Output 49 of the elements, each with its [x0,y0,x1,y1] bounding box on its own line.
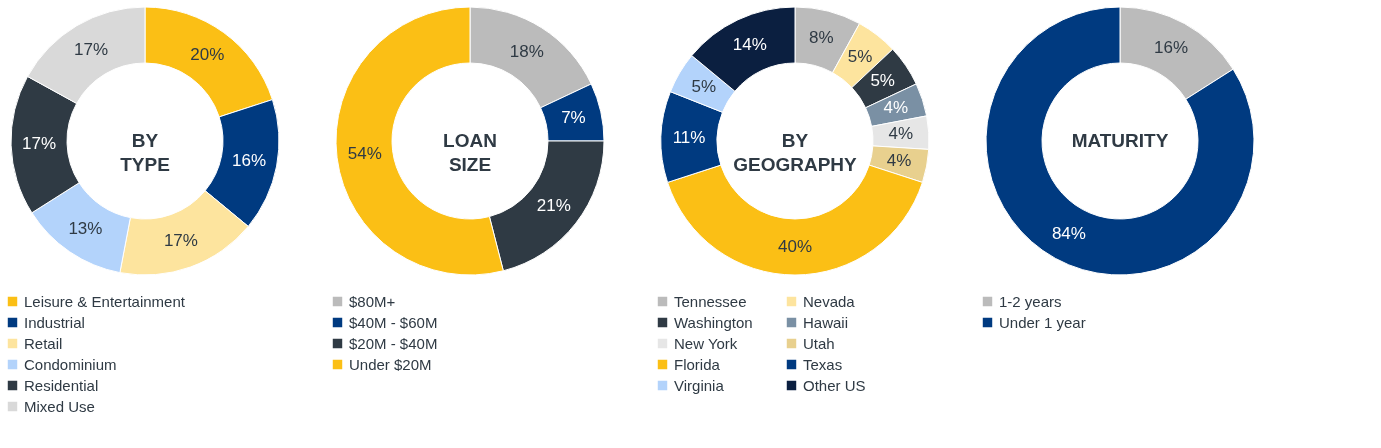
legend-label: Florida [674,355,721,373]
data-label: 14% [732,35,767,55]
data-label: 16% [1154,38,1189,58]
data-label: 54% [347,144,382,164]
legend-label: Under 1 year [999,313,1086,331]
text: BY GEOGRAPHY [733,130,858,175]
legend-label: 1-2 years [999,292,1062,310]
data-label: 11% [672,127,706,147]
data-label: 16% [232,150,267,170]
legend-label: Washington [674,313,753,331]
data-label: 5% [870,71,895,91]
text: BY TYPE [120,130,170,175]
data-label: 17% [74,39,109,59]
data-label: 21% [536,195,571,215]
data-label: 40% [777,237,813,256]
legend-label: Residential [24,376,99,394]
legend-label: New York [674,334,738,352]
legend-label: Leisure & Entertainment [24,292,186,310]
legend-label: Condominium [24,355,117,373]
legend-label: $80M+ [349,292,396,310]
data-label: 17% [163,230,198,250]
legend-label: Hawaii [803,313,849,331]
legend-label: Nevada [803,292,856,310]
legend-label: $40M - $60M [349,313,438,331]
data-label: 4% [883,98,909,118]
legend-label: Industrial [24,313,85,331]
data-label: 17% [22,134,57,154]
data-label: 20% [190,45,225,65]
legend-label: $20M - $40M [349,334,438,352]
legend-label: Other US [803,376,866,394]
text: MATURITY [1071,130,1169,151]
legend-label: Mixed Use [24,397,95,415]
data-label: 8% [809,28,834,48]
legend-label: Texas [803,355,843,373]
legend-label: Under $20M [349,355,432,373]
data-label: 4% [888,124,914,144]
legend-label: Utah [803,334,835,352]
legend-label: Retail [24,334,63,352]
data-label: 13% [68,218,103,238]
data-label: 4% [886,150,912,170]
data-label: 5% [691,77,717,97]
data-label: 7% [561,107,586,127]
legend-label: Virginia [674,376,725,394]
legend-label: Tennessee [674,292,747,310]
donut-slice [985,6,1255,276]
data-label: 5% [847,47,873,67]
text: LOAN SIZE [443,130,497,175]
data-label: 18% [509,41,544,61]
data-label: 84% [1051,223,1086,243]
